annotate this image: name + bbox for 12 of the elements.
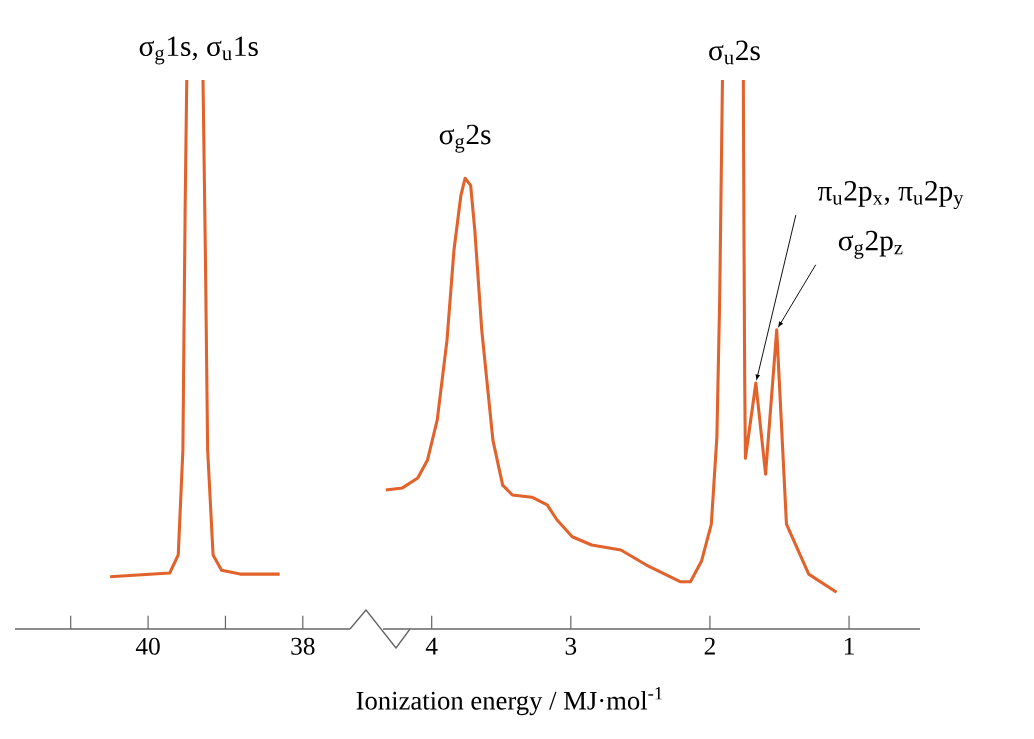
x-tick-label: 38 xyxy=(291,637,315,655)
x-tick-label: 1 xyxy=(844,637,854,655)
annotation: σ$_{g}$2p$_{z}$ xyxy=(838,230,903,259)
annotation: σ$_{g}$2s xyxy=(439,124,491,153)
annotation: σ$_{g}$1s, σ$_{u}$1s xyxy=(139,36,258,65)
x-axis-title: Ionization energy / MJ·mol$^{-1}$ xyxy=(356,687,663,716)
x-tick-label: 40 xyxy=(135,637,160,655)
x-tick-label: 2 xyxy=(704,637,715,655)
x-tick-label: 3 xyxy=(565,637,577,655)
annotation: σ$_{u}$2s xyxy=(709,40,760,65)
annotation: π$_{u}$2p$_{x}$, π$_{u}$2p$_{y}$ xyxy=(817,181,964,210)
x-tick-label: 4 xyxy=(425,637,438,655)
